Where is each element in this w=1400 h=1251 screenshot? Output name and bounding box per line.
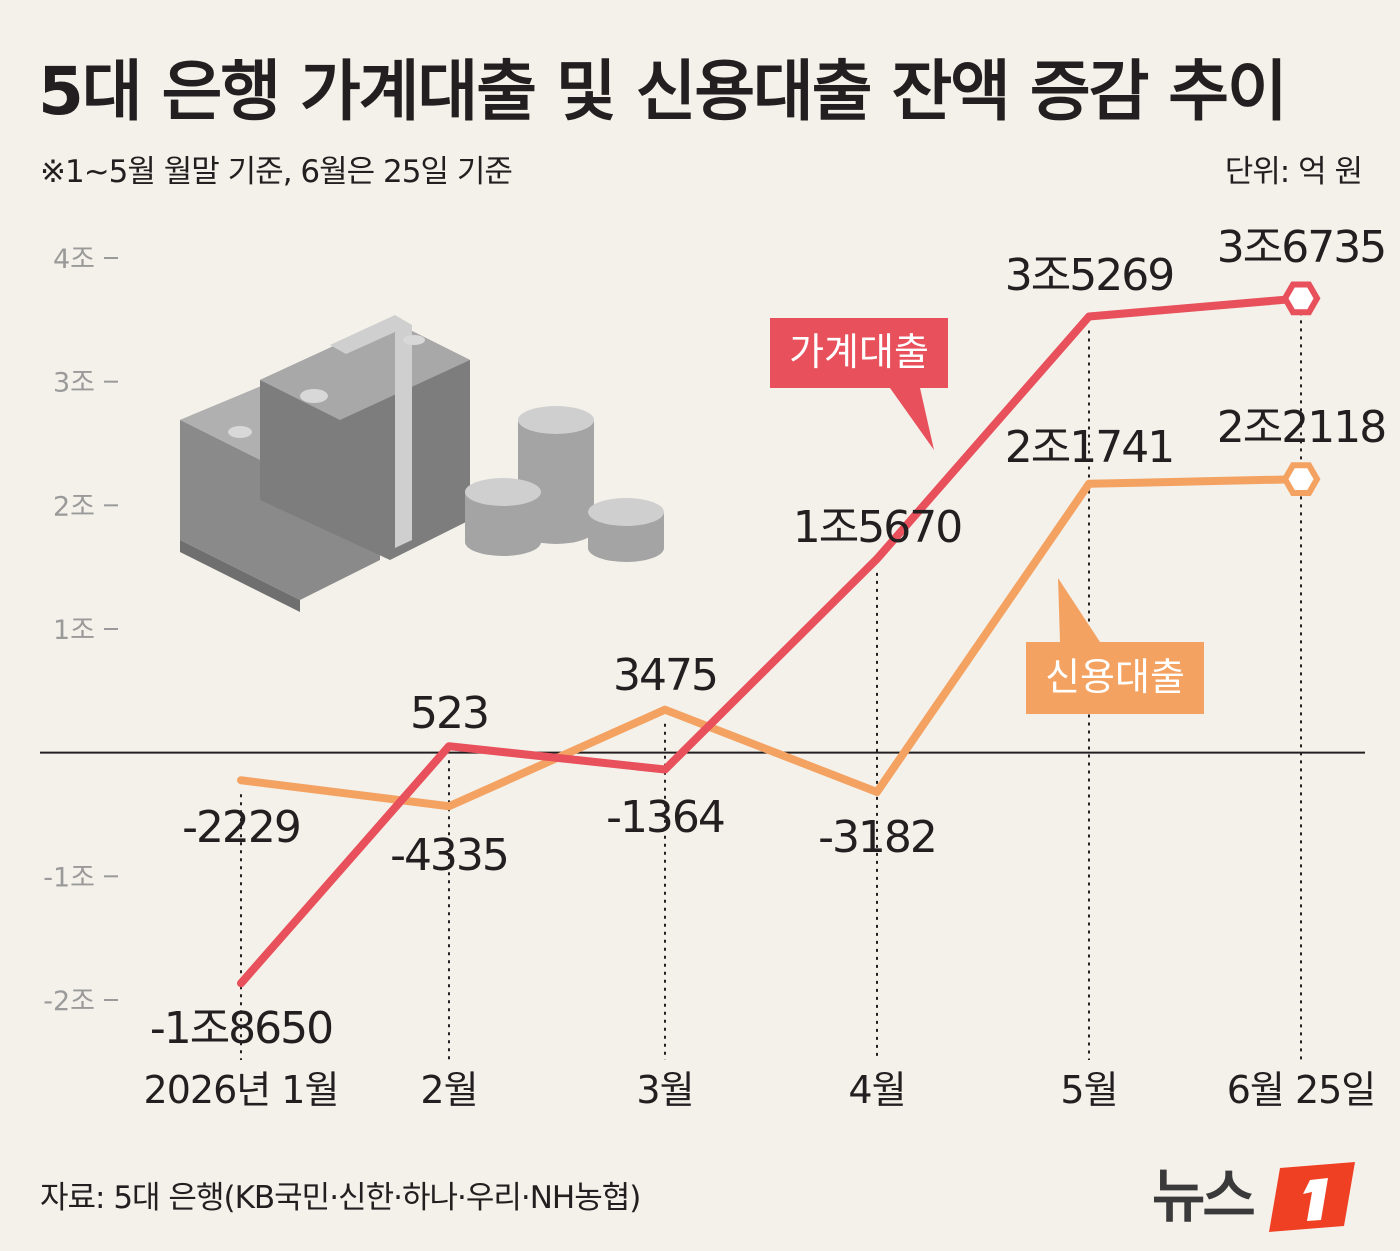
data-label: 3조6735 xyxy=(1217,222,1385,273)
y-tick-label: 1조 xyxy=(53,615,95,646)
x-tick-label: 2월 xyxy=(420,1068,477,1112)
data-label: -4335 xyxy=(390,830,508,881)
legend-callout-household xyxy=(770,318,948,388)
x-tick-label: 6월 25일 xyxy=(1227,1068,1376,1112)
data-label: 3조5269 xyxy=(1005,250,1173,301)
data-label: 2조2118 xyxy=(1217,402,1385,453)
data-label: -3182 xyxy=(818,812,936,863)
legend-callout-credit xyxy=(1026,642,1204,714)
chart-subtitle: ※1~5월 월말 기준, 6월은 25일 기준 xyxy=(40,154,513,190)
y-tick-label: 2조 xyxy=(53,491,95,522)
news1-logo: 뉴스 xyxy=(1152,1162,1355,1232)
data-label: 3475 xyxy=(613,650,717,701)
data-label: 1조5670 xyxy=(793,502,961,553)
x-tick-label: 5월 xyxy=(1060,1068,1117,1112)
data-label: -2229 xyxy=(182,802,300,853)
callout-pointer xyxy=(1058,578,1100,642)
unit-label: 단위: 억 원 xyxy=(1224,154,1363,190)
callout-pointer xyxy=(890,388,934,450)
x-tick-label: 3월 xyxy=(636,1068,693,1112)
coin-stack-icon xyxy=(465,406,664,562)
data-label: 2조1741 xyxy=(1005,422,1173,473)
data-label: -1조8650 xyxy=(150,1003,332,1054)
end-point-marker xyxy=(1281,281,1321,316)
x-tick-label: 4월 xyxy=(848,1068,905,1112)
legend-label-credit: 신용대출 xyxy=(1045,655,1185,699)
y-tick-label: 4조 xyxy=(53,244,95,275)
y-tick-label: 3조 xyxy=(53,368,95,399)
x-tick-label: 2026년 1월 xyxy=(144,1068,339,1112)
money-stack-icon xyxy=(180,315,470,612)
chart-title: 5대 은행 가계대출 및 신용대출 잔액 증감 추이 xyxy=(38,53,1288,130)
series-line-credit xyxy=(237,475,1305,811)
svg-text:뉴스: 뉴스 xyxy=(1152,1162,1254,1230)
source-note: 자료: 5대 은행(KB국민·신한·하나·우리·NH농협) xyxy=(40,1180,641,1216)
data-label: -1364 xyxy=(606,792,724,843)
data-label: 523 xyxy=(410,688,488,739)
legend-label-household: 가계대출 xyxy=(789,330,929,374)
y-tick-label: -1조 xyxy=(43,862,95,893)
end-point-marker xyxy=(1281,462,1321,496)
y-tick-label: -2조 xyxy=(43,986,95,1017)
series-line-household xyxy=(237,294,1305,988)
